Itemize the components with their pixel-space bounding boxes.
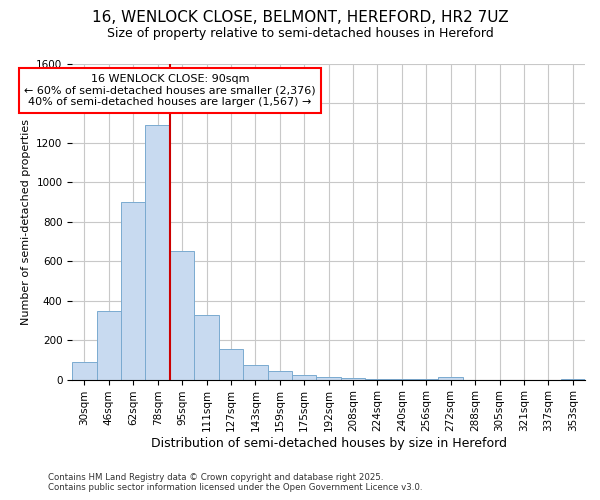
Bar <box>170 252 194 380</box>
Bar <box>72 362 97 380</box>
Text: 16, WENLOCK CLOSE, BELMONT, HEREFORD, HR2 7UZ: 16, WENLOCK CLOSE, BELMONT, HEREFORD, HR… <box>92 10 508 25</box>
Bar <box>439 376 463 380</box>
Bar <box>365 378 389 380</box>
Bar <box>341 378 365 380</box>
X-axis label: Distribution of semi-detached houses by size in Hereford: Distribution of semi-detached houses by … <box>151 437 506 450</box>
Bar <box>292 374 316 380</box>
Bar <box>219 349 243 380</box>
Bar <box>121 202 145 380</box>
Bar <box>389 379 414 380</box>
Bar <box>268 370 292 380</box>
Text: 16 WENLOCK CLOSE: 90sqm
← 60% of semi-detached houses are smaller (2,376)
40% of: 16 WENLOCK CLOSE: 90sqm ← 60% of semi-de… <box>24 74 316 107</box>
Bar <box>194 314 219 380</box>
Bar <box>316 376 341 380</box>
Bar <box>97 310 121 380</box>
Text: Contains HM Land Registry data © Crown copyright and database right 2025.
Contai: Contains HM Land Registry data © Crown c… <box>48 473 422 492</box>
Bar <box>145 125 170 380</box>
Y-axis label: Number of semi-detached properties: Number of semi-detached properties <box>21 119 31 325</box>
Text: Size of property relative to semi-detached houses in Hereford: Size of property relative to semi-detach… <box>107 28 493 40</box>
Bar <box>560 378 585 380</box>
Bar <box>243 365 268 380</box>
